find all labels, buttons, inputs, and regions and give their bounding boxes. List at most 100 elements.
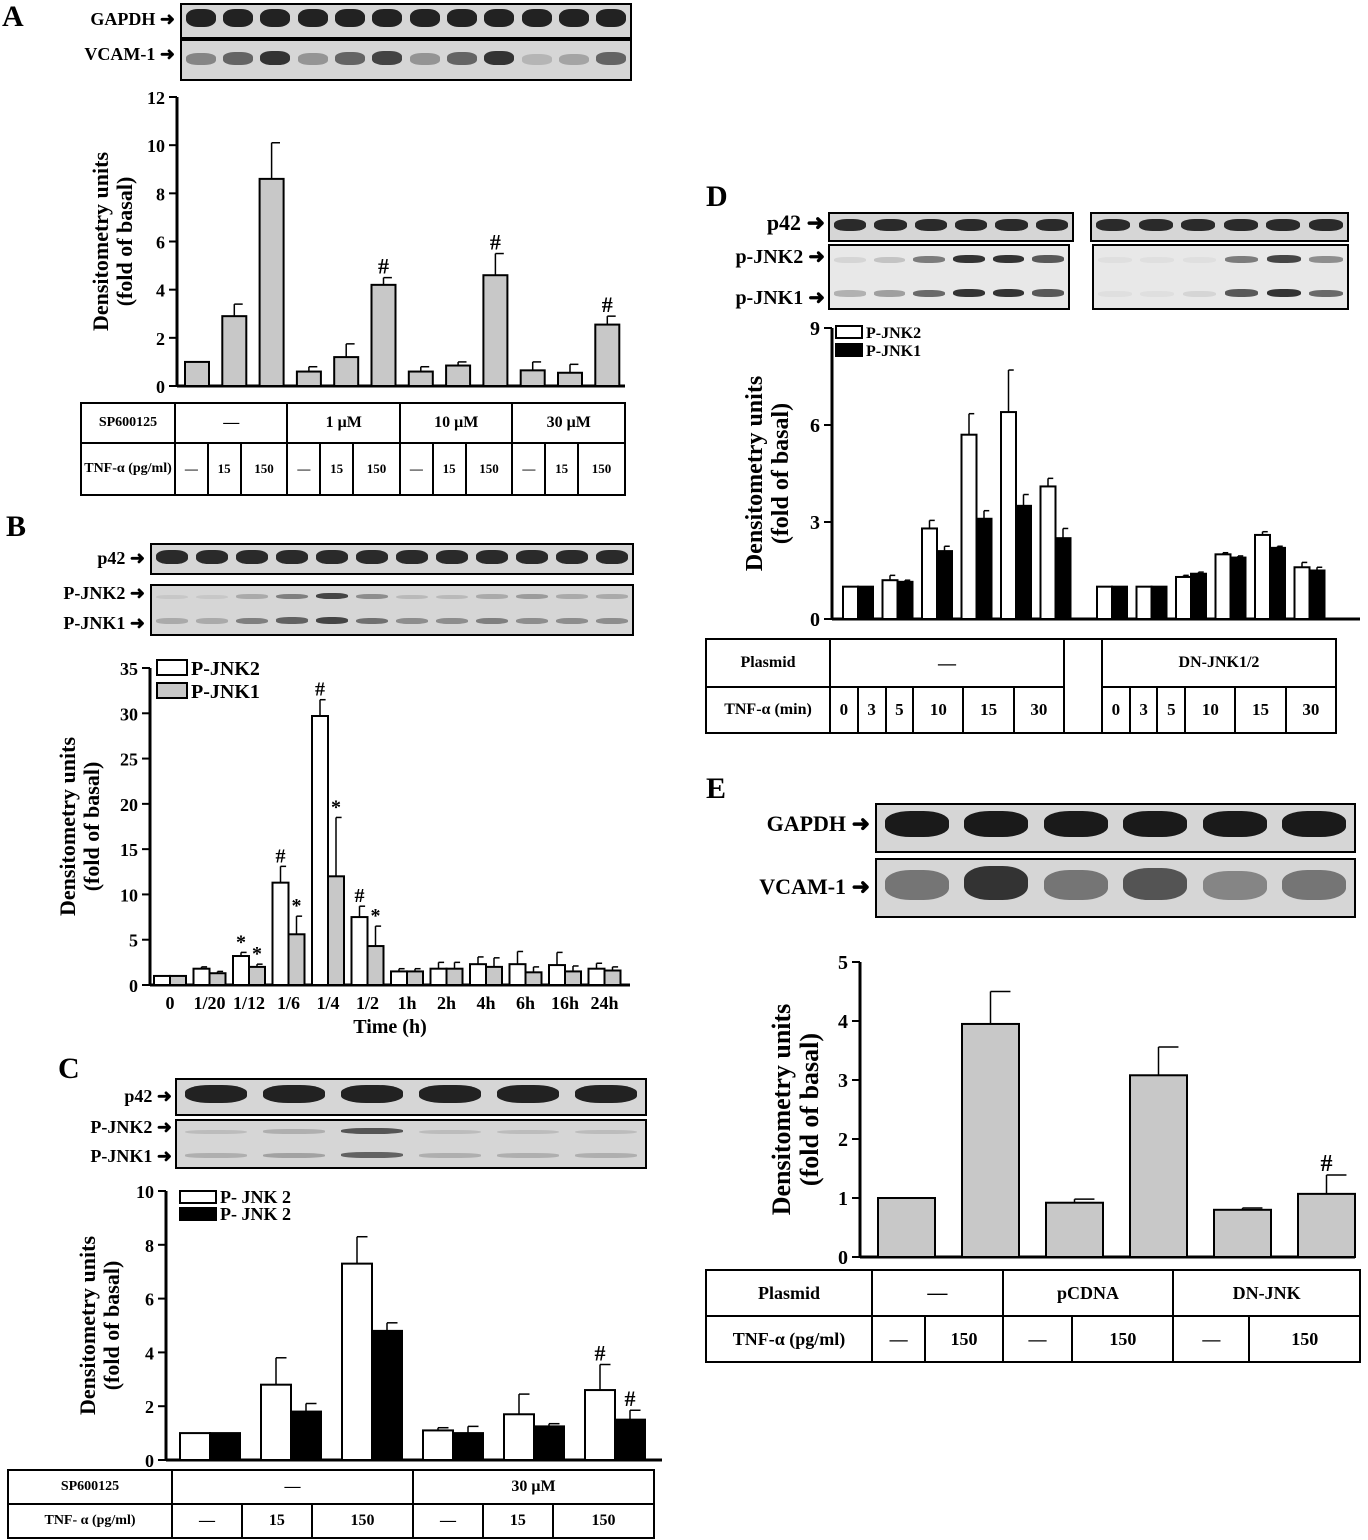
tnf-cell: — [870,1315,927,1363]
row-label-sp600125: SP600125 [80,402,176,444]
bar [333,356,360,388]
blot-band [574,1129,638,1135]
blot-band [884,869,949,900]
significance-marker: # [276,845,286,867]
blot-band [156,594,188,600]
bar [1308,569,1326,620]
blot-band [447,9,477,28]
tnf-cell: 5 [884,686,915,734]
blot-band [1282,869,1347,900]
tnf-cell: 30 [1284,686,1338,734]
significance-marker: # [595,1341,606,1366]
bar [557,371,583,388]
blot-band [1309,289,1343,297]
blot-band [556,594,588,600]
significance-marker: # [625,1386,636,1411]
y-tick-label: 2 [145,1397,154,1417]
blot-band [156,618,188,624]
blot-band [1140,291,1175,297]
blot-band [184,1085,248,1104]
blot-band [196,549,228,564]
blot-band [447,52,477,65]
bar [614,1418,646,1461]
bar [1229,556,1247,620]
tnf-cell: 150 [1248,1315,1361,1363]
blot-label-pjnk2: P-JNK2 [90,1117,153,1137]
legend-label: P-JNK2 [191,658,260,680]
blot-band [992,254,1025,263]
blot-label-gapdh: GAPDH [90,9,156,29]
bar [407,370,434,387]
bar [881,579,899,621]
bar [1045,1201,1104,1258]
y-tick-label: 2 [838,1129,848,1151]
chart-b: 0 5 10 15 20 25 30 35 Densitometry units (fold of… [55,658,630,1038]
blot-band [556,618,588,624]
significance-marker: # [1321,1151,1333,1177]
blot-band [236,594,268,600]
blot-band [262,1153,326,1159]
y-tick-label: 6 [156,233,165,253]
tnf-cell: 3 [856,686,887,734]
bar [960,433,978,620]
y-tick-label: 9 [810,318,820,340]
blot-label-pjnk1: p-JNK1 [735,287,804,309]
blot-band [396,594,428,600]
blot-band [1098,291,1132,297]
blot-band [340,1128,404,1135]
blot-band [262,1085,326,1104]
blot-band [574,1085,638,1104]
bar [1111,585,1128,620]
bar [371,1329,403,1461]
bar [366,945,385,987]
blot-band [516,549,548,564]
blot-band [223,9,253,28]
blot-d-pjnk-left [828,244,1070,310]
y-tick-label: 3 [810,512,820,534]
bar [896,580,914,621]
blot-band [884,811,949,838]
bar [1214,553,1232,620]
y-tick-label: 0 [810,609,820,630]
blot-band [873,256,906,263]
blot-band [596,618,628,624]
bar [208,972,227,986]
tnf-cell: — [171,1503,243,1539]
legend-label: P- JNK 2 [220,1204,291,1224]
blot-band [476,594,508,600]
group-cell: 30 μM [511,402,626,444]
blot-a-gapdh [180,3,632,39]
significance-marker: * [292,895,302,917]
tnf-cell: 10 [912,686,965,734]
blot-band [436,549,468,564]
x-tick-label: 1/2 [356,993,379,1013]
legend-swatch [156,682,188,699]
significance-marker: * [331,796,341,818]
blot-label-vcam1: VCAM-1 [84,44,156,64]
blot-band [356,594,388,600]
blot-band [559,53,589,65]
blot-band [1123,867,1188,900]
x-tick-label: 0 [166,993,175,1013]
blot-band [1035,219,1068,232]
blot-band [396,618,428,624]
blot-band [340,1152,404,1159]
legend-label: P-JNK1 [191,681,260,703]
blot-band [372,9,403,28]
blot-band [1032,255,1065,263]
panel-label-c: C [58,1052,80,1085]
tnf-cell: — [286,442,322,496]
bar [1135,585,1153,620]
blot-band [964,811,1029,838]
legend-swatch [179,1207,217,1221]
tnf-cell: 10 [1184,686,1237,734]
y-axis-label: (fold of basal) [795,1033,824,1186]
tnf-cell: 150 [239,442,289,496]
blot-band [185,53,216,65]
bar [975,517,993,620]
bar [1213,1208,1272,1258]
blot-band [316,549,348,564]
blot-band [1140,257,1175,263]
blot-band [356,617,388,624]
blot-band [1032,289,1065,297]
